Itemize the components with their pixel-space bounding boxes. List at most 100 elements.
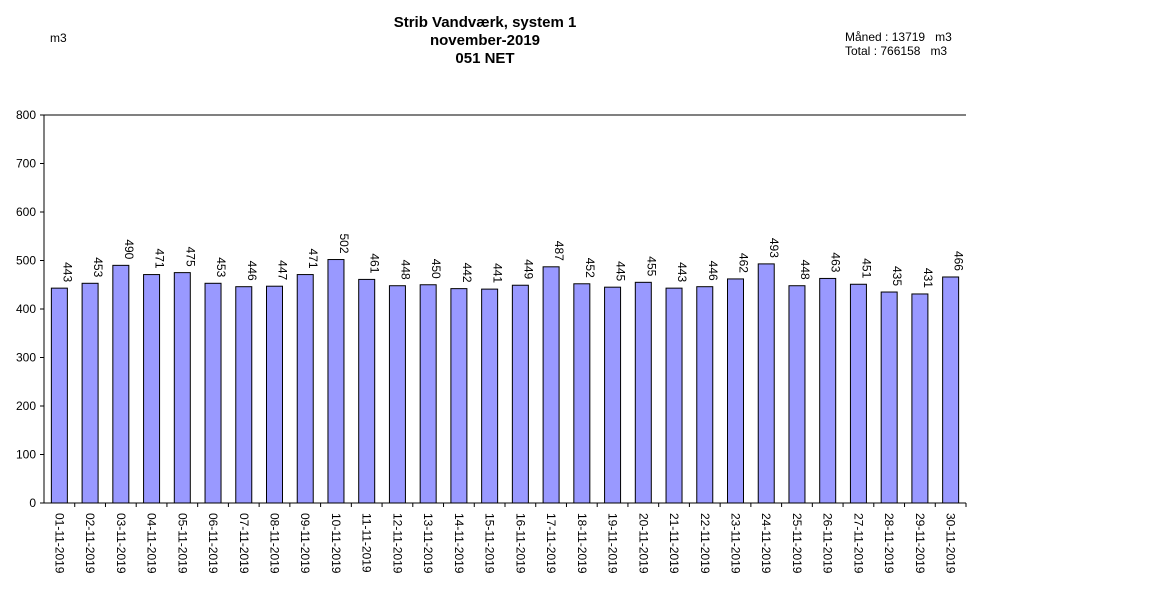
bar-value-label: 453 (91, 257, 105, 277)
bar-value-label: 462 (737, 253, 751, 273)
bar (266, 285, 283, 504)
x-tick-label: 17-11-2019 (544, 513, 558, 574)
bar-value-label: 450 (429, 259, 443, 279)
chart-title: Strib Vandværk, system 1 november-2019 0… (300, 14, 670, 68)
x-tick-label: 05-11-2019 (175, 513, 189, 574)
bar-value-label: 431 (921, 268, 935, 288)
bar (542, 266, 560, 504)
bar (327, 259, 345, 504)
x-tick-label: 28-11-2019 (882, 513, 896, 574)
bar (50, 287, 68, 504)
total-label: Total (845, 44, 871, 58)
bar (511, 284, 529, 504)
bar (604, 286, 622, 504)
bar (727, 278, 744, 504)
bar-value-label: 443 (675, 262, 689, 282)
y-tick-label: 200 (16, 399, 36, 413)
month-label: Måned (845, 30, 882, 44)
bar-value-label: 466 (952, 251, 966, 271)
x-tick-label: 18-11-2019 (575, 513, 589, 574)
bar (911, 293, 929, 504)
y-tick-label: 700 (16, 157, 36, 171)
bar (296, 274, 314, 504)
y-tick-label: 400 (16, 302, 36, 316)
y-unit-label: m3 (50, 31, 67, 45)
bar-value-label: 448 (398, 260, 412, 280)
x-tick-label: 07-11-2019 (237, 513, 251, 574)
bar-value-label: 446 (706, 261, 720, 281)
bar-value-label: 443 (60, 262, 74, 282)
bar (358, 278, 376, 504)
title-line-3: 051 NET (455, 50, 515, 67)
bar-value-label: 471 (153, 249, 167, 269)
bar (788, 285, 806, 504)
x-tick-label: 03-11-2019 (114, 513, 128, 574)
x-tick-label: 27-11-2019 (851, 513, 865, 574)
x-tick-label: 25-11-2019 (790, 513, 804, 574)
x-tick-label: 16-11-2019 (513, 513, 527, 574)
bar-value-label: 487 (552, 241, 566, 261)
bar (942, 276, 960, 504)
x-tick-label: 15-11-2019 (483, 513, 497, 574)
x-tick-label: 30-11-2019 (944, 513, 958, 574)
title-line-2: november-2019 (429, 32, 541, 49)
bar (81, 282, 99, 504)
title-line-1: Strib Vandværk, system 1 (393, 14, 577, 31)
y-tick-label: 0 (29, 496, 36, 510)
y-tick-label: 300 (16, 351, 36, 365)
bar (450, 288, 468, 504)
y-tick-label: 500 (16, 254, 36, 268)
total-value: 766158 (880, 44, 921, 58)
x-tick-label: 23-11-2019 (729, 513, 743, 574)
bar-value-label: 455 (644, 256, 658, 276)
bar-value-label: 461 (368, 253, 382, 273)
x-tick-label: 08-11-2019 (268, 513, 282, 574)
bar (112, 264, 130, 504)
bar (204, 282, 222, 504)
x-tick-label: 20-11-2019 (636, 513, 650, 574)
x-tick-label: 04-11-2019 (145, 513, 159, 574)
bar-value-label: 452 (583, 258, 597, 278)
x-tick-label: 22-11-2019 (698, 513, 712, 574)
bar (419, 284, 437, 504)
bar-value-label: 449 (521, 259, 535, 279)
bar (634, 281, 652, 504)
x-tick-label: 12-11-2019 (390, 513, 404, 574)
x-tick-label: 24-11-2019 (759, 513, 773, 574)
month-unit: m3 (935, 30, 952, 44)
y-tick-label: 600 (16, 205, 36, 219)
bar (665, 287, 683, 504)
x-tick-label: 19-11-2019 (606, 513, 620, 574)
summary-box: Måned : 13719 m3 Total : 766158 m3 (845, 30, 952, 58)
x-tick-label: 10-11-2019 (329, 513, 343, 574)
x-tick-label: 11-11-2019 (360, 513, 374, 573)
x-tick-label: 29-11-2019 (913, 513, 927, 574)
bar-value-label: 447 (276, 260, 290, 280)
x-tick-label: 02-11-2019 (83, 513, 97, 574)
bar-value-label: 451 (859, 258, 873, 278)
bar (849, 283, 867, 504)
x-tick-label: 01-11-2019 (52, 513, 66, 574)
x-tick-label: 14-11-2019 (452, 513, 466, 574)
bar (696, 286, 714, 504)
x-tick-label: 06-11-2019 (206, 513, 220, 574)
x-tick-label: 26-11-2019 (821, 513, 835, 574)
bar-value-label: 442 (460, 263, 474, 283)
bar-value-label: 441 (491, 263, 505, 283)
bar-value-label: 490 (122, 239, 136, 259)
bar (757, 263, 775, 504)
bar-value-label: 493 (767, 238, 781, 258)
bar-value-label: 453 (214, 257, 228, 277)
bar-value-label: 435 (890, 266, 904, 286)
bar (819, 277, 837, 504)
bar-value-label: 502 (337, 233, 351, 253)
bar (481, 288, 499, 504)
bar (388, 285, 406, 504)
bar (573, 283, 591, 504)
x-tick-label: 13-11-2019 (421, 513, 435, 574)
bar-value-label: 475 (183, 247, 197, 267)
y-tick-label: 100 (16, 448, 36, 462)
bar (880, 291, 898, 504)
bar (235, 286, 253, 504)
